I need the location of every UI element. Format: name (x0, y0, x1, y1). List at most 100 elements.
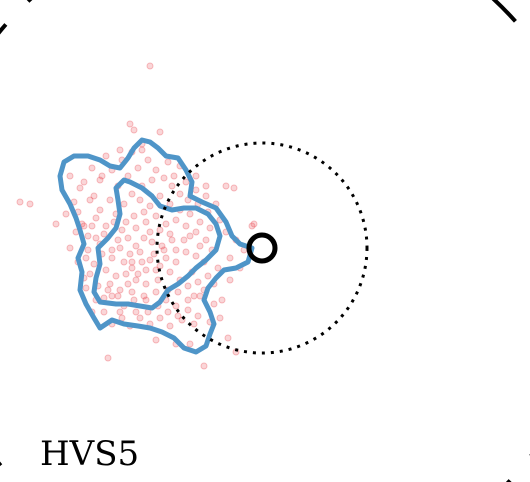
data-point (186, 210, 194, 218)
data-point (166, 268, 174, 276)
data-point (224, 334, 232, 342)
data-point (108, 292, 116, 300)
data-point (96, 176, 104, 184)
data-point (108, 246, 116, 254)
data-point (170, 172, 178, 180)
data-point (92, 214, 100, 222)
data-point (184, 306, 192, 314)
data-point (98, 172, 106, 180)
data-point (182, 248, 190, 256)
data-point (148, 176, 156, 184)
data-point (66, 172, 74, 180)
data-point (134, 270, 142, 278)
data-point (218, 296, 226, 304)
data-point (118, 226, 126, 234)
data-point (168, 236, 176, 244)
data-point (146, 62, 154, 70)
data-point (166, 230, 174, 238)
data-point (166, 322, 174, 330)
data-point (140, 208, 148, 216)
data-point (84, 246, 92, 254)
data-point (140, 292, 148, 300)
data-point (122, 270, 130, 278)
data-point (88, 164, 96, 172)
data-point (156, 128, 164, 136)
data-point (114, 292, 122, 300)
data-point (174, 312, 182, 320)
data-point (204, 272, 212, 280)
data-point (192, 186, 200, 194)
data-point (190, 292, 198, 300)
data-point (52, 220, 60, 228)
data-point (136, 314, 144, 322)
data-point (156, 192, 164, 200)
data-point (126, 120, 134, 128)
data-point (102, 266, 110, 274)
data-point (146, 202, 154, 210)
data-point (120, 258, 128, 266)
data-point (164, 158, 172, 166)
data-point (214, 264, 222, 272)
data-point (136, 248, 144, 256)
data-point (216, 314, 224, 322)
data-point (134, 164, 142, 172)
data-point (122, 218, 130, 226)
outer-contour (57, 137, 255, 355)
data-point (84, 232, 92, 240)
data-point (128, 288, 136, 296)
data-point (112, 272, 120, 280)
data-point (180, 236, 188, 244)
data-point (138, 258, 146, 266)
data-point (106, 196, 114, 204)
dotted-circle (155, 141, 369, 355)
data-point (140, 234, 148, 242)
data-point (172, 246, 180, 254)
data-point (202, 236, 210, 244)
data-point (148, 238, 156, 246)
data-point (86, 196, 94, 204)
data-point (192, 252, 200, 260)
data-point (136, 196, 144, 204)
data-point (90, 260, 98, 268)
data-point (152, 336, 160, 344)
data-point (88, 222, 96, 230)
data-point (222, 182, 230, 190)
data-point (138, 146, 146, 154)
data-point (184, 282, 192, 290)
data-point (162, 220, 170, 228)
data-point (62, 210, 70, 218)
data-point (176, 190, 184, 198)
data-point (114, 236, 122, 244)
data-point (202, 192, 210, 200)
data-point (146, 256, 154, 264)
data-point (192, 228, 200, 236)
data-point (152, 288, 160, 296)
data-point (158, 242, 166, 250)
data-point (250, 220, 258, 228)
data-point (142, 280, 150, 288)
data-point (108, 254, 116, 262)
data-point (132, 276, 140, 284)
data-point (130, 296, 138, 304)
data-point (186, 232, 194, 240)
data-point (210, 300, 218, 308)
data-point (196, 242, 204, 250)
data-point (100, 308, 108, 316)
data-point (160, 246, 168, 254)
points-layer (16, 62, 258, 370)
data-point (202, 182, 210, 190)
data-point (130, 126, 138, 134)
data-point (128, 264, 136, 272)
data-point (226, 254, 234, 262)
data-point (194, 312, 202, 320)
data-point (156, 314, 164, 322)
data-point (26, 200, 34, 208)
data-point (104, 286, 112, 294)
data-point (128, 258, 136, 266)
data-point (200, 362, 208, 370)
data-point (226, 276, 234, 284)
data-point (80, 178, 88, 186)
